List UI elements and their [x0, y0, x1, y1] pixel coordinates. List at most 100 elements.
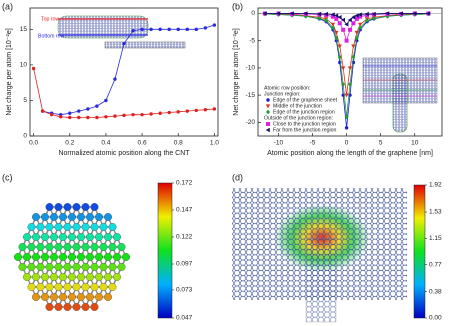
atom: [90, 263, 99, 271]
marker: [317, 11, 322, 17]
atom: [32, 293, 40, 301]
atom: [117, 243, 126, 251]
marker: [49, 112, 54, 117]
marker: [104, 98, 108, 103]
series-line: [42, 24, 215, 116]
atom: [95, 253, 103, 261]
x-axis-label: Atomic position along the length of the …: [267, 150, 433, 157]
inset-lattice: [57, 15, 149, 39]
plot-frame: [257, 7, 443, 137]
atom: [45, 283, 54, 291]
marker: [351, 21, 356, 26]
atom: [99, 263, 108, 271]
marker: [358, 22, 363, 27]
legend-heading: Outside of the junction region:: [264, 115, 333, 121]
marker: [365, 18, 370, 23]
marker: [266, 109, 270, 115]
atom: [50, 213, 58, 221]
atom: [90, 303, 99, 311]
x-tick-label: 10: [411, 140, 419, 147]
atom: [59, 273, 67, 281]
marker: [95, 115, 99, 120]
marker: [385, 11, 390, 16]
marker: [31, 66, 36, 71]
atom: [86, 273, 94, 281]
marker: [344, 93, 349, 98]
atom: [113, 233, 121, 241]
atom: [36, 243, 45, 251]
atom: [68, 233, 76, 241]
marker: [358, 12, 363, 17]
marker: [426, 11, 431, 16]
y-axis-label: Net charge per atom [10⁻²e]: [233, 28, 240, 115]
marker: [86, 115, 90, 120]
legend-label: Far from the junction region: [273, 127, 337, 133]
atom: [54, 303, 63, 311]
marker: [398, 11, 403, 16]
inset-label: Top row: [41, 16, 59, 22]
y-tick-label: -20: [246, 119, 256, 126]
marker: [86, 107, 90, 111]
marker: [194, 108, 199, 113]
atom: [77, 213, 85, 221]
marker: [337, 21, 342, 26]
atom: [59, 233, 67, 241]
marker: [334, 35, 339, 41]
colorbar-label: 0.172: [176, 180, 193, 187]
inset-tube: [392, 73, 408, 133]
atom: [72, 283, 81, 291]
atom: [59, 213, 67, 221]
y-tick-label: 5: [23, 97, 27, 104]
atom: [108, 283, 117, 291]
marker: [412, 11, 417, 16]
atom: [14, 253, 22, 261]
atom: [77, 293, 85, 301]
marker: [158, 27, 162, 32]
atom: [36, 283, 45, 291]
marker: [341, 27, 346, 32]
colorbar-label: 0.00: [429, 315, 442, 322]
atom: [77, 273, 85, 281]
atom: [81, 263, 90, 271]
atom: [63, 283, 72, 291]
atom: [77, 233, 85, 241]
legend-label: Close to the junction region: [273, 121, 336, 127]
marker: [158, 111, 162, 115]
atom: [104, 293, 112, 301]
marker: [212, 107, 217, 111]
marker: [323, 11, 328, 17]
marker: [122, 113, 126, 118]
atom: [108, 263, 117, 271]
atom: [36, 263, 45, 271]
atom: [50, 293, 58, 301]
atom: [27, 263, 36, 271]
colorbar-label: 0.097: [176, 261, 193, 268]
marker: [203, 107, 208, 112]
marker: [77, 109, 81, 113]
atom: [81, 223, 90, 231]
series-line: [264, 13, 429, 43]
marker: [347, 66, 353, 71]
atom: [104, 273, 112, 281]
atom: [54, 223, 63, 231]
atom: [27, 283, 36, 291]
atom: [81, 203, 90, 211]
atom: [32, 273, 40, 281]
marker: [371, 11, 376, 17]
marker: [289, 11, 294, 16]
marker: [340, 66, 346, 71]
y-tick-label: 0: [23, 133, 27, 140]
marker: [337, 54, 342, 60]
marker: [95, 104, 99, 108]
atom: [63, 263, 72, 271]
marker: [140, 112, 144, 117]
marker: [266, 98, 270, 102]
atom: [50, 253, 58, 261]
atom: [63, 243, 72, 251]
atom: [54, 283, 63, 291]
atom: [68, 273, 76, 281]
atom: [63, 203, 72, 211]
marker: [185, 109, 189, 113]
atom: [99, 223, 108, 231]
colorbar-label: 0.38: [429, 288, 442, 295]
